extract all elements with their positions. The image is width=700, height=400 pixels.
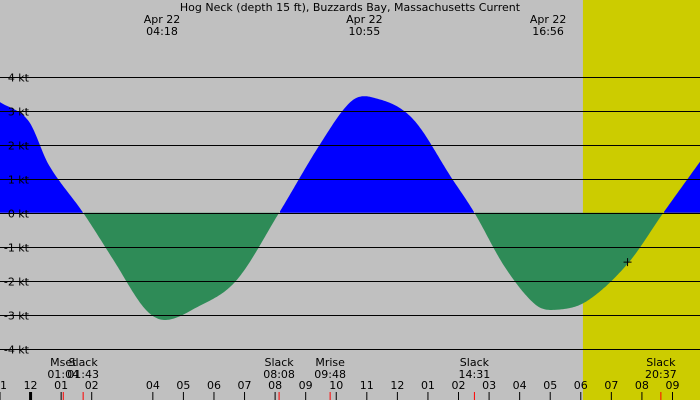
x-tick-label: 09 bbox=[299, 379, 313, 392]
bottom-events: Mset01:04Slack01:43Slack08:08Mrise09:48S… bbox=[47, 356, 677, 400]
x-tick-label: 02 bbox=[85, 379, 99, 392]
x-tick-label: 03 bbox=[482, 379, 496, 392]
x-tick-label: 05 bbox=[543, 379, 557, 392]
x-tick-label: 08 bbox=[635, 379, 649, 392]
x-tick-label: 08 bbox=[268, 379, 282, 392]
event-name: Mset bbox=[50, 356, 77, 369]
x-tick-label: 10 bbox=[329, 379, 343, 392]
event-time: 08:08 bbox=[263, 368, 295, 381]
event-time: 01:43 bbox=[67, 368, 99, 381]
y-tick-label: -4 kt bbox=[4, 344, 30, 357]
event-name: Slack bbox=[264, 356, 294, 369]
x-tick-label: 04 bbox=[513, 379, 527, 392]
event-time: 20:37 bbox=[645, 368, 677, 381]
top-annotation-date: Apr 22 bbox=[530, 13, 567, 26]
top-annotation-date: Apr 22 bbox=[346, 13, 383, 26]
y-tick-label: 1 kt bbox=[8, 174, 30, 187]
x-tick-label: 12 bbox=[24, 379, 38, 392]
y-axis-labels: 4 kt 3 kt 2 kt 1 kt 0 kt -1 kt -2 kt -3 kt -4 kt bbox=[4, 72, 30, 357]
event-name: Slack bbox=[460, 356, 490, 369]
x-tick-label: 01 bbox=[54, 379, 68, 392]
y-tick-label: -3 kt bbox=[4, 310, 30, 323]
x-tick-label: 04 bbox=[146, 379, 160, 392]
x-tick-label: 11 bbox=[360, 379, 374, 392]
x-tick-label: 02 bbox=[452, 379, 466, 392]
event-time: 09:48 bbox=[314, 368, 346, 381]
x-tick-label: 05 bbox=[176, 379, 190, 392]
event-name: Slack bbox=[69, 356, 99, 369]
x-tick-label: 06 bbox=[207, 379, 221, 392]
y-tick-label: -2 kt bbox=[4, 276, 30, 289]
y-tick-label: 4 kt bbox=[8, 72, 30, 85]
top-annotation-time: 04:18 bbox=[146, 25, 178, 38]
ebb-area-3 bbox=[475, 212, 663, 310]
x-tick-label: 09 bbox=[665, 379, 679, 392]
top-annotation-time: 10:55 bbox=[349, 25, 381, 38]
flood-area-2 bbox=[280, 96, 474, 213]
event-name: Mrise bbox=[315, 356, 345, 369]
x-tick-label: 06 bbox=[574, 379, 588, 392]
x-tick-label: 07 bbox=[604, 379, 618, 392]
top-annotation-date: Apr 22 bbox=[144, 13, 181, 26]
ebb-area-1 bbox=[84, 212, 279, 320]
event-time: 01:04 bbox=[47, 368, 79, 381]
y-tick-label: 0 kt bbox=[8, 208, 30, 221]
flood-area-4 bbox=[664, 161, 700, 213]
x-tick-label: 07 bbox=[238, 379, 252, 392]
y-tick-label: 3 kt bbox=[8, 106, 30, 119]
current-time-marker bbox=[623, 258, 632, 267]
x-axis-ticks: 11 12 01 02 04 05 06 07 08 09 10 11 12 01 02 03 04 05 06 07… bbox=[0, 379, 679, 400]
x-tick-label: 11 bbox=[0, 379, 7, 392]
x-tick-label: 01 bbox=[421, 379, 435, 392]
event-time: 14:31 bbox=[459, 368, 491, 381]
y-tick-label: -1 kt bbox=[4, 242, 30, 255]
flood-area-0 bbox=[0, 102, 83, 213]
y-tick-label: 2 kt bbox=[8, 140, 30, 153]
top-annotation-time: 16:56 bbox=[532, 25, 564, 38]
grid-lines bbox=[0, 77, 700, 350]
event-name: Slack bbox=[646, 356, 676, 369]
x-tick-label: 12 bbox=[390, 379, 404, 392]
chart-title: Hog Neck (depth 15 ft), Buzzards Bay, Ma… bbox=[180, 1, 521, 14]
current-curve bbox=[0, 96, 700, 320]
